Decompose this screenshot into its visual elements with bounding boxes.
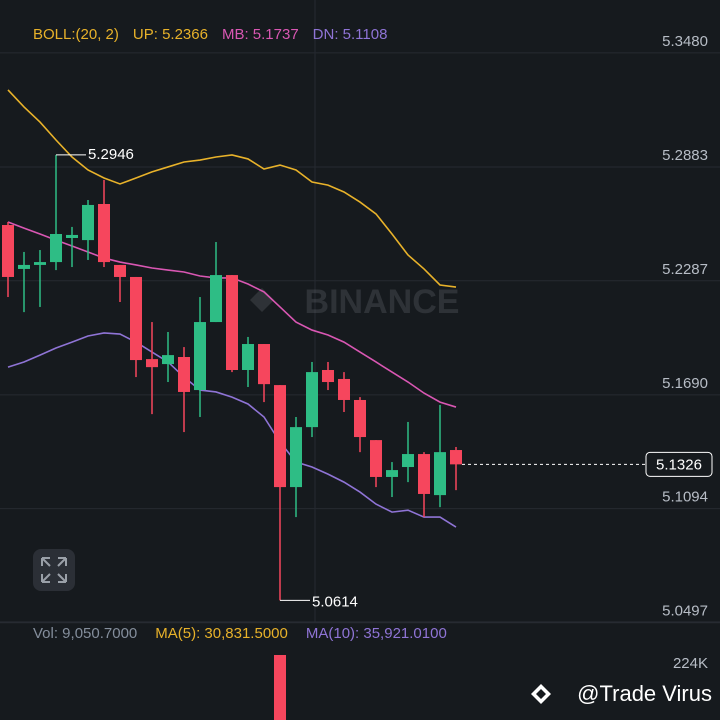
candle-body (402, 454, 414, 468)
credit-logo (531, 684, 551, 704)
candle-body (98, 204, 110, 263)
boll-band (7, 332, 457, 528)
volume-header-item: Vol: 9,050.7000 (33, 625, 137, 642)
candle-body (370, 440, 382, 477)
candle-body (66, 234, 78, 239)
candle-body (386, 470, 398, 477)
candle-body (450, 450, 462, 465)
candle-body (130, 276, 142, 361)
indicator-header: BOLL:(20, 2) UP: 5.2366 MB: 5.1737 DN: 5.11… (33, 26, 387, 43)
candle-body (226, 275, 238, 370)
watermark-text: BINANCE (305, 283, 460, 321)
candle-body (274, 385, 286, 488)
min-marker-label: 5.0614 (312, 593, 358, 610)
candle-body (162, 355, 174, 365)
candle-body (18, 264, 30, 269)
credit: @Trade Virus (531, 681, 712, 706)
credit-text: @Trade Virus (577, 681, 712, 706)
price-label: 5.1326 (656, 456, 702, 473)
candle-body (34, 262, 46, 265)
candle-body (194, 322, 206, 391)
candle-body (210, 275, 222, 323)
candle-body (258, 344, 270, 385)
y-tick-label: 5.3480 (662, 33, 708, 50)
candle-body (338, 378, 350, 400)
boll-band (7, 89, 457, 288)
candle-body (322, 369, 334, 383)
header-item: UP: 5.2366 (133, 26, 208, 43)
candle-body (242, 344, 254, 370)
y-tick-label: 5.0497 (662, 603, 708, 620)
volume-header-item: MA(5): 30,831.5000 (155, 625, 288, 642)
candle-body (114, 264, 126, 277)
header-item: DN: 5.1108 (313, 26, 388, 43)
candle-body (290, 427, 302, 488)
candle-body (50, 233, 62, 263)
y-tick-label: 5.2287 (662, 261, 708, 278)
volume-header: Vol: 9,050.7000 MA(5): 30,831.5000 MA(10):… (33, 625, 447, 642)
header-item: MB: 5.1737 (222, 26, 299, 43)
candle-body (82, 204, 94, 241)
candle-body (178, 357, 190, 392)
candle-body (354, 399, 366, 438)
expand-icon[interactable] (41, 557, 67, 583)
candle-body (306, 372, 318, 428)
header-item: BOLL:(20, 2) (33, 26, 119, 43)
expand-button[interactable] (33, 549, 75, 591)
volume-header-item: MA(10): 35,921.0100 (306, 625, 447, 642)
y-tick-label: 5.1094 (662, 489, 708, 506)
candle-body (434, 452, 446, 496)
volume-tick-label: 224K (673, 655, 708, 672)
candle-body (418, 454, 430, 494)
candle-body (146, 359, 158, 368)
price-box (645, 451, 713, 477)
volume-bar (274, 655, 286, 720)
y-tick-label: 5.1690 (662, 375, 708, 392)
y-tick-label: 5.2883 (662, 147, 708, 164)
expand-box[interactable] (33, 549, 75, 591)
watermark: BINANCE (250, 283, 459, 321)
candle-body (2, 225, 14, 277)
watermark-logo (250, 288, 274, 312)
max-marker-label: 5.2946 (88, 146, 134, 163)
